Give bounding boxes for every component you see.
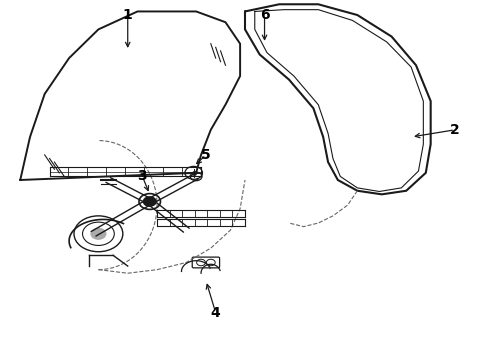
Text: 3: 3 [138,170,147,183]
Circle shape [91,228,106,239]
Circle shape [144,197,156,206]
Text: 2: 2 [450,123,460,137]
Text: 4: 4 [211,306,220,320]
Text: 6: 6 [260,8,270,22]
FancyBboxPatch shape [192,257,220,268]
Text: 1: 1 [123,8,133,22]
Text: 5: 5 [201,148,211,162]
